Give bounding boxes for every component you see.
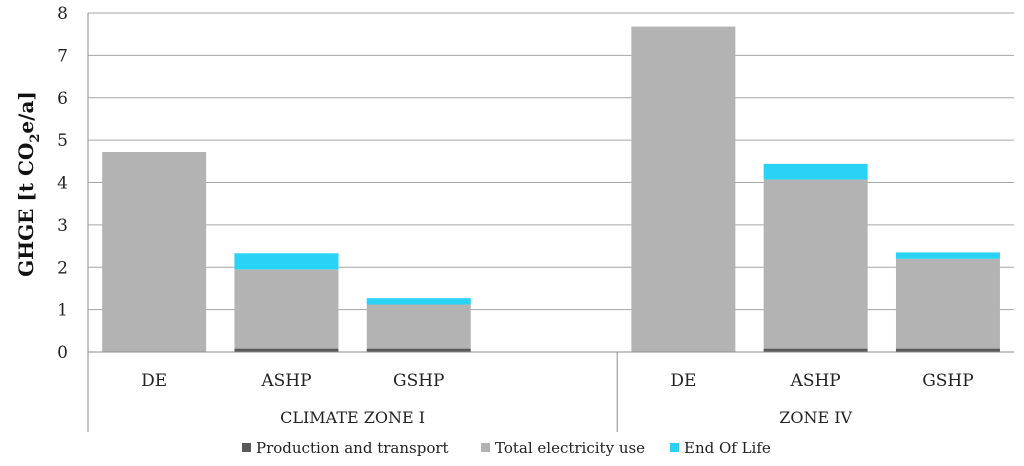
bar-segment (895, 252, 1000, 259)
category-label: DE (141, 371, 167, 391)
category-label: GSHP (393, 371, 445, 391)
legend-label: End Of Life (684, 439, 771, 457)
bar-segment (366, 298, 471, 305)
bar-segment (763, 163, 868, 180)
bar-segment (234, 269, 339, 349)
gridlines (88, 12, 1014, 311)
group-label: CLIMATE ZONE I (280, 408, 425, 427)
bar-segment (234, 253, 339, 270)
legend-swatch (481, 443, 490, 452)
y-tick-label: 7 (57, 46, 68, 66)
category-label: DE (670, 371, 696, 391)
bar-segment (895, 258, 1000, 349)
y-tick-label: 0 (57, 343, 68, 363)
bar-segment (763, 179, 868, 349)
bar-segment (102, 151, 207, 352)
y-tick-label: 3 (57, 216, 68, 236)
legend-swatch (242, 443, 251, 452)
y-axis-label: GHGE [t CO2e/a] (14, 91, 43, 277)
axes (87, 13, 1014, 432)
bar-segment (366, 304, 471, 349)
y-tick-label: 8 (57, 4, 68, 24)
group-labels: CLIMATE ZONE I ZONE IV (280, 408, 852, 427)
y-tick-labels: 0 1 2 3 4 5 6 7 8 (57, 4, 68, 363)
category-label: GSHP (922, 371, 974, 391)
category-labels: DE ASHP GSHP DE ASHP GSHP (141, 371, 974, 391)
legend-label: Total electricity use (495, 439, 645, 457)
bar-segment (234, 348, 339, 352)
y-tick-label: 1 (57, 301, 68, 321)
legend: Production and transport Total electricit… (242, 439, 771, 457)
bar-segment (763, 348, 868, 352)
legend-label: Production and transport (256, 439, 449, 457)
category-label: ASHP (260, 371, 311, 391)
y-tick-label: 2 (57, 258, 68, 278)
y-tick-label: 6 (57, 89, 68, 109)
y-tick-label: 4 (57, 174, 68, 194)
legend-swatch (670, 443, 679, 452)
category-label: ASHP (790, 371, 841, 391)
y-tick-label: 5 (57, 131, 68, 151)
group-label: ZONE IV (779, 408, 852, 427)
bar-segment (631, 26, 736, 353)
bar-segment (895, 348, 1000, 352)
bar-segment (366, 348, 471, 352)
bars (102, 26, 1000, 353)
